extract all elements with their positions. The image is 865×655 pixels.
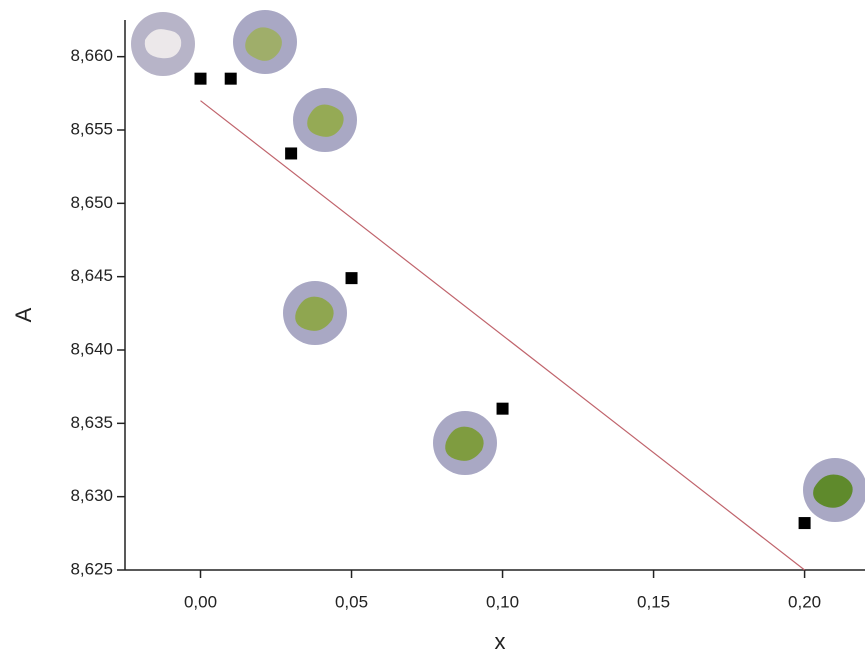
sample-powder xyxy=(144,29,182,59)
data-point xyxy=(345,272,358,285)
x-axis-label: x xyxy=(495,629,506,654)
data-point xyxy=(194,72,207,85)
x-tick-label: 0,10 xyxy=(486,592,519,611)
x-tick-label: 0,00 xyxy=(184,592,217,611)
y-tick-label: 8,630 xyxy=(70,486,113,505)
sample-photos xyxy=(131,10,865,522)
sample-powder xyxy=(245,27,282,61)
y-tick-label: 8,650 xyxy=(70,193,113,212)
data-point xyxy=(798,517,811,530)
x-tick-label: 0,05 xyxy=(335,592,368,611)
fit-line xyxy=(200,100,805,571)
sample-powder xyxy=(295,296,334,331)
y-tick-label: 8,625 xyxy=(70,559,113,578)
data-point xyxy=(285,147,298,160)
y-tick-label: 8,645 xyxy=(70,266,113,285)
sample-powder xyxy=(445,426,484,461)
x-tick-label: 0,15 xyxy=(637,592,670,611)
y-tick-label: 8,635 xyxy=(70,413,113,432)
y-tick-label: 8,660 xyxy=(70,46,113,65)
sample-powder xyxy=(307,104,344,137)
data-point xyxy=(496,402,509,415)
x-tick-label: 0,20 xyxy=(788,592,821,611)
y-tick-label: 8,655 xyxy=(70,119,113,138)
data-point xyxy=(224,72,237,85)
y-tick-label: 8,640 xyxy=(70,339,113,358)
sample-powder xyxy=(813,474,853,508)
y-axis-label: A xyxy=(11,307,36,322)
